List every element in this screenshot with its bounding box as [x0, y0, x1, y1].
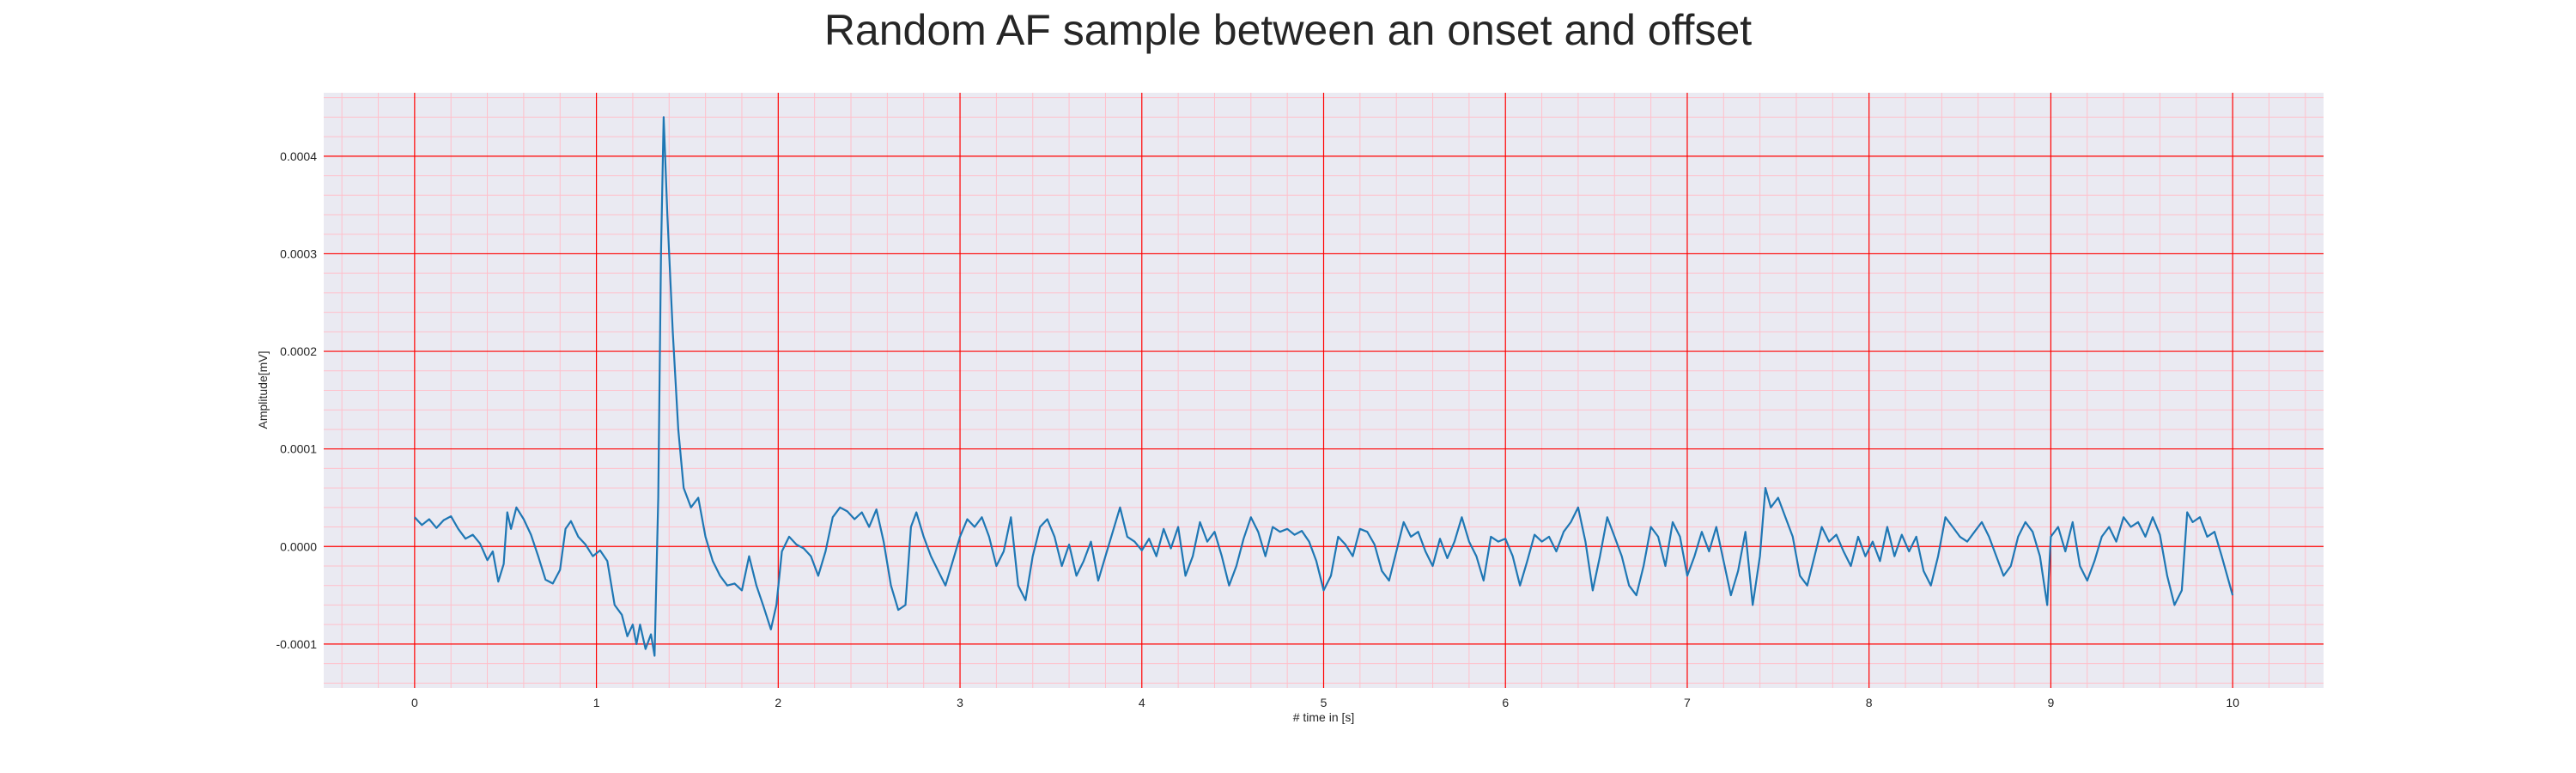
- ecg-signal-line: [414, 116, 2234, 657]
- x-tick-label: 0: [411, 696, 418, 709]
- x-tick-label: 3: [957, 696, 963, 709]
- y-tick-label: 0.0000: [280, 539, 317, 553]
- y-tick-label: 0.0001: [280, 442, 317, 456]
- chart-title: Random AF sample between an onset and of…: [823, 6, 1753, 54]
- x-tick-label: 6: [1502, 696, 1509, 709]
- major-grid: [324, 93, 2324, 688]
- x-tick-label: 4: [1139, 696, 1145, 709]
- y-tick-label: 0.0004: [280, 149, 317, 163]
- x-axis-ticks: 0 1 2 3 4 5 6 7 8 9 10: [411, 696, 2239, 709]
- x-tick-label: 7: [1684, 696, 1691, 709]
- x-tick-label: 5: [1321, 696, 1327, 709]
- x-axis-label: # time in [s]: [1293, 710, 1355, 724]
- y-axis-label: Amplitude[mV]: [256, 350, 270, 429]
- x-tick-label: 2: [775, 696, 781, 709]
- x-tick-label: 9: [2048, 696, 2055, 709]
- y-tick-label: 0.0003: [280, 247, 317, 260]
- y-tick-label: 0.0002: [280, 344, 317, 358]
- x-tick-label: 1: [593, 696, 600, 709]
- x-tick-label: 8: [1866, 696, 1873, 709]
- x-tick-label: 10: [2226, 696, 2239, 709]
- y-tick-label: -0.0001: [276, 637, 318, 651]
- y-axis-ticks: -0.0001 0.0000 0.0001 0.0002 0.0003 0.0004: [276, 149, 318, 651]
